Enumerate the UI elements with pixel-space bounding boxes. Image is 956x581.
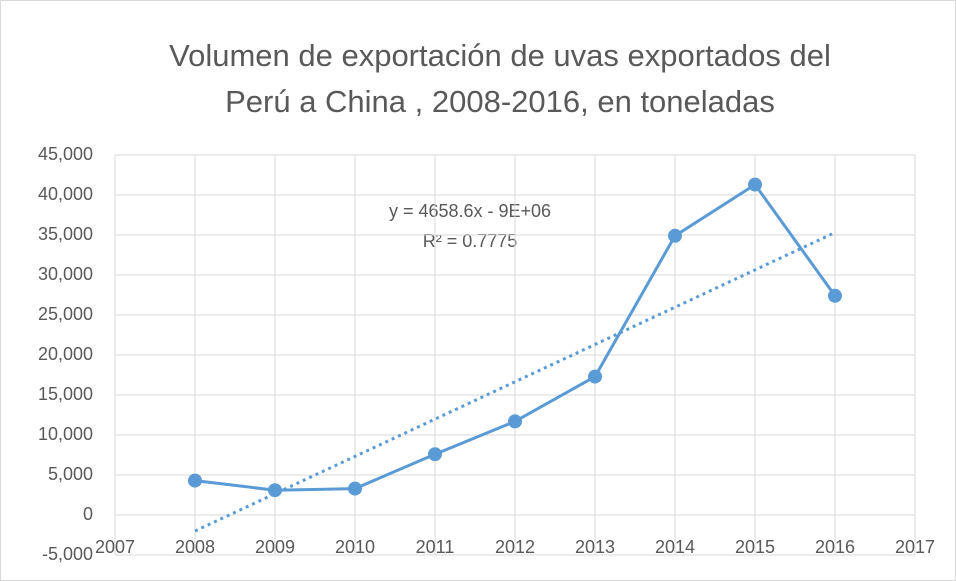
x-tick-label: 2015 [735,537,775,557]
y-tick-label: 35,000 [38,224,93,244]
y-tick-label: 20,000 [38,344,93,364]
y-tick-label: 25,000 [38,304,93,324]
data-point [508,414,522,429]
x-tick-label: 2014 [655,537,695,557]
y-tick-label: 45,000 [38,144,93,164]
chart-title-line: Perú a China , 2008-2016, en toneladas [225,84,775,119]
y-tick-label: 40,000 [38,184,93,204]
data-point [588,369,602,384]
x-tick-label: 2017 [895,537,935,557]
x-tick-label: 2010 [335,537,375,557]
data-point [668,228,682,243]
y-tick-label: 15,000 [38,384,93,404]
y-tick-label: 0 [83,504,93,524]
data-point [348,481,362,496]
x-tick-label: 2013 [575,537,615,557]
x-tick-label: 2016 [815,537,855,557]
trend-r2: R² = 0.7775 [423,231,518,251]
chart-title-line: Volumen de exportación de uvas exportado… [169,38,831,73]
data-point [268,483,282,498]
x-tick-label: 2012 [495,537,535,557]
y-tick-label: 5,000 [48,464,93,484]
y-tick-label: 10,000 [38,424,93,444]
x-tick-label: 2011 [416,537,455,557]
x-tick-label: 2009 [255,537,295,557]
trend-equation: y = 4658.6x - 9E+06 [389,201,551,221]
data-point [188,473,202,488]
x-tick-label: 2007 [95,537,135,557]
data-point [428,447,442,462]
y-tick-label: 30,000 [38,264,93,284]
data-point [748,177,762,192]
trendline [194,231,836,533]
data-point [828,288,842,303]
y-tick-label: -5,000 [42,544,93,564]
x-tick-label: 2008 [175,537,215,557]
